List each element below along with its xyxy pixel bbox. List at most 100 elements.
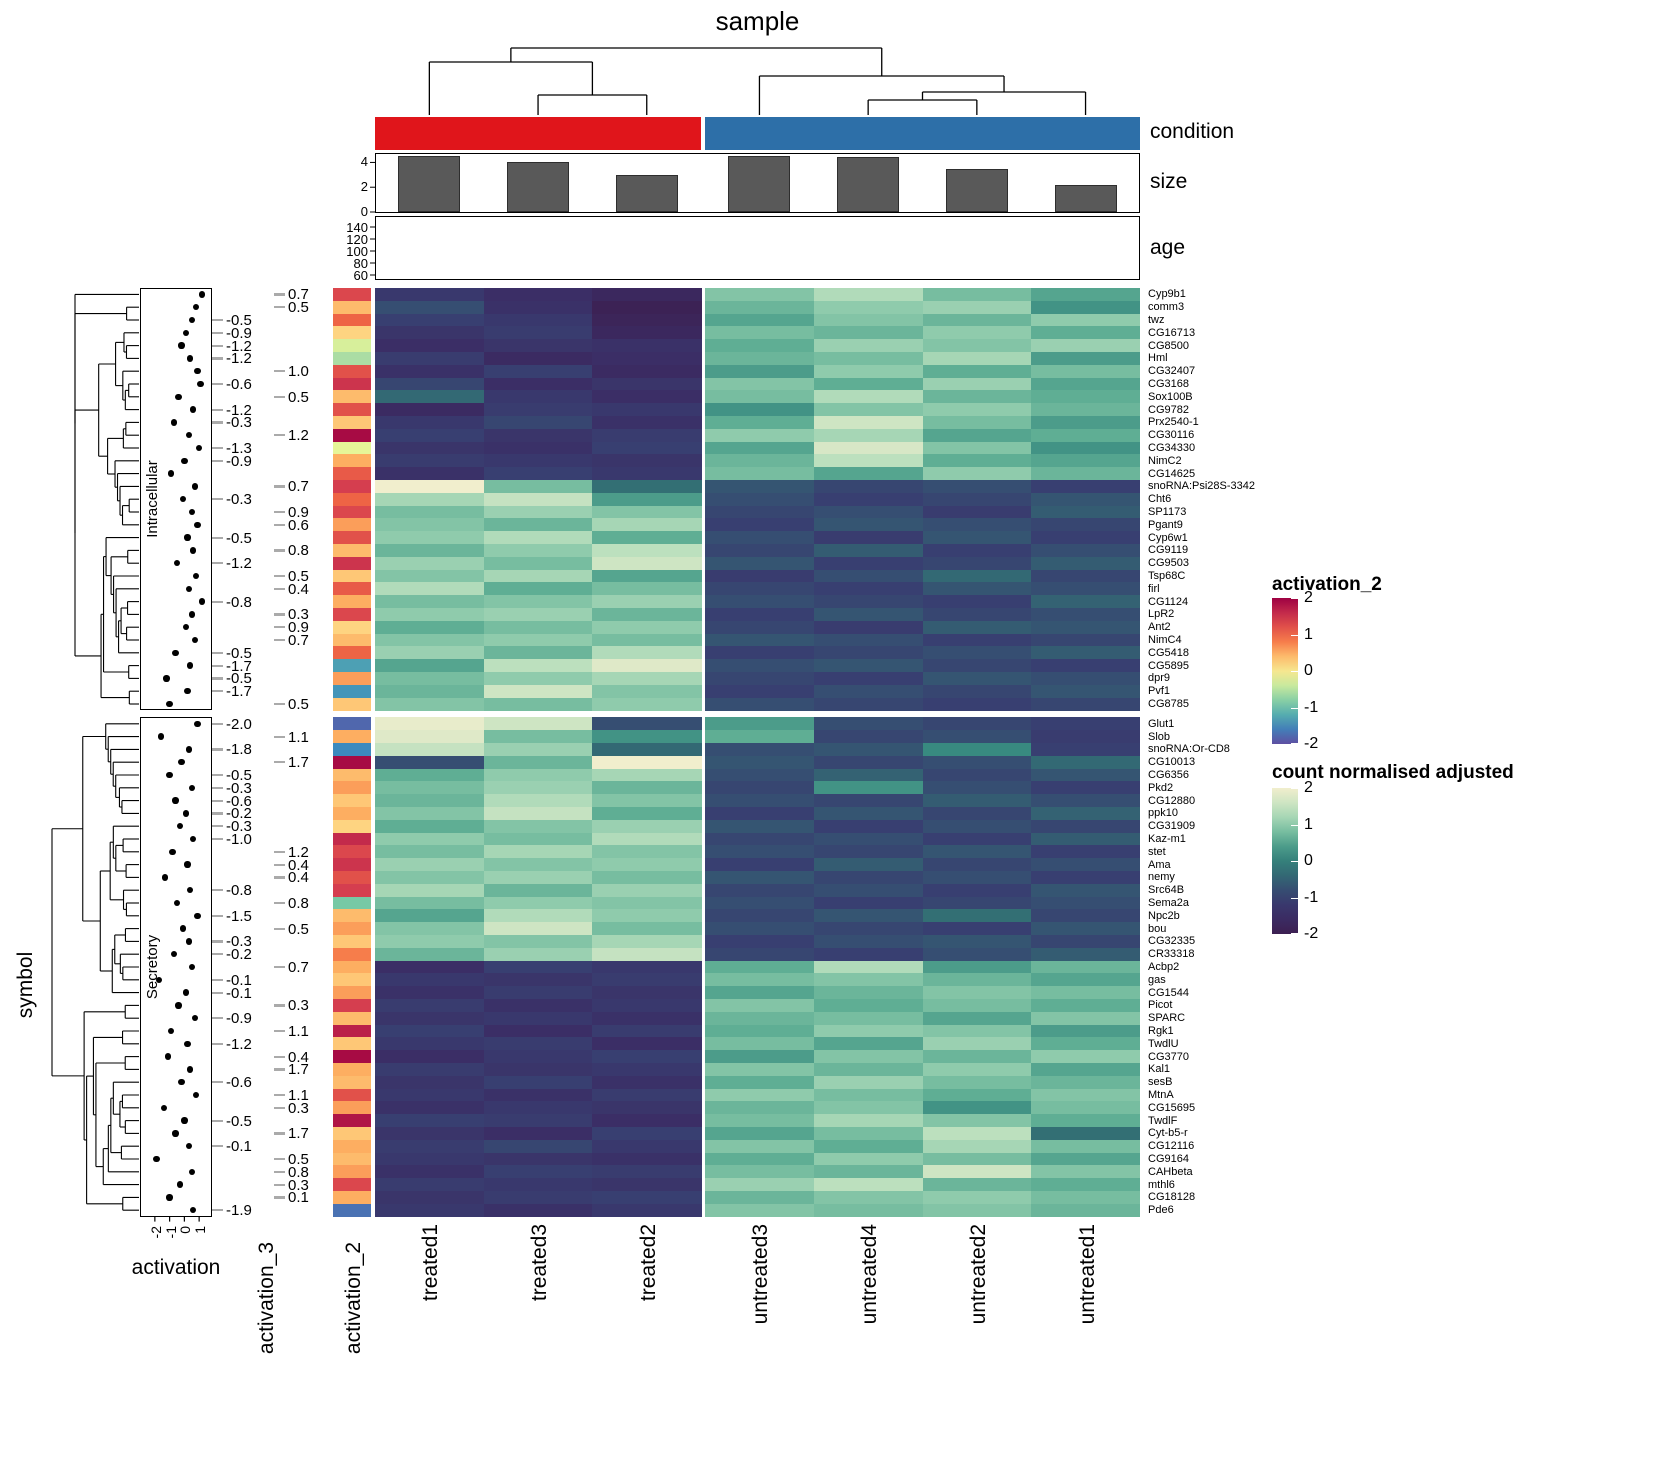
size-bar (837, 157, 900, 212)
heatmap-cell (483, 646, 593, 660)
heatmap-cell (375, 935, 485, 949)
activation3-tickmark (212, 421, 223, 424)
heatmap-cell (375, 480, 485, 494)
gene-label: CG5895 (1148, 659, 1189, 672)
activation2-legend-tick-label: 1 (1304, 625, 1313, 643)
activation-dot (182, 624, 190, 631)
activation2-cell (333, 1191, 371, 1205)
heatmap-cell (813, 999, 923, 1013)
activation3-tickmark (212, 690, 223, 693)
activation3-tickmark (274, 876, 285, 879)
heatmap-cell (592, 672, 702, 686)
heatmap-cell (705, 390, 815, 404)
activation3-tickmark (212, 914, 223, 917)
heatmap-cell (592, 531, 702, 545)
heatmap-cell (592, 467, 702, 481)
heatmap-cell (813, 922, 923, 936)
heatmap-cell (1031, 646, 1141, 660)
heatmap-cell (375, 441, 485, 455)
heatmap-cell (375, 1024, 485, 1038)
heatmap-cell (483, 684, 593, 699)
heatmap-cell (705, 999, 815, 1013)
heatmap-cell (1031, 845, 1141, 859)
heatmap-cell (705, 1203, 815, 1218)
heatmap-cell (483, 909, 593, 923)
heatmap-cell (1031, 556, 1141, 571)
gene-label: Pde6 (1148, 1204, 1174, 1217)
heatmap-cell (813, 544, 923, 558)
activation2-cell (333, 871, 371, 885)
activation2-cell (333, 1127, 371, 1141)
heatmap-cell (592, 288, 702, 302)
activation3-tickmark (274, 485, 285, 488)
heatmap-cell (592, 492, 702, 507)
heatmap-cell (1031, 492, 1141, 507)
heatmap-cell (705, 858, 815, 872)
activation-dot (182, 989, 190, 996)
heatmap-cell (483, 717, 593, 731)
activation3-value: -1.2 (226, 401, 252, 419)
gene-label: SPARC (1148, 1012, 1186, 1025)
activation3-tickmark (274, 1196, 285, 1199)
value-legend-tick-label: 2 (1304, 779, 1313, 796)
heatmap-cell (1031, 505, 1141, 519)
activation-dot (190, 1207, 197, 1214)
heatmap-cell (813, 935, 923, 949)
activation3-value: 1.1 (288, 1023, 309, 1040)
heatmap-cell (1031, 288, 1141, 302)
activation2-cell (333, 544, 371, 558)
gene-label: Cyp6w1 (1148, 531, 1188, 544)
value-legend-tick-label: -1 (1304, 888, 1319, 906)
heatmap-cell (813, 1114, 923, 1128)
activation2-cell (333, 807, 371, 821)
activation-dot (184, 1040, 191, 1047)
gene-label: Prx2540-1 (1148, 416, 1199, 429)
heatmap-cell (1031, 326, 1141, 340)
heatmap-cell (592, 454, 702, 468)
heatmap-cell (1031, 947, 1141, 962)
activation3-value: -1.2 (226, 1035, 252, 1053)
heatmap-cell (1031, 403, 1141, 417)
heatmap-cell (813, 807, 923, 821)
activation3-value: 0.8 (288, 542, 309, 560)
activation3-value: -1.8 (226, 741, 252, 759)
heatmap-cell (1031, 781, 1141, 795)
activation3-tickmark (212, 408, 223, 411)
activation2-legend-tick-label: 0 (1304, 662, 1313, 679)
heatmap-cell (1031, 364, 1141, 379)
heatmap-cell (922, 377, 1032, 391)
heatmap-cell (705, 1101, 815, 1115)
gene-label: CG8785 (1148, 698, 1189, 710)
heatmap-cell (922, 633, 1032, 647)
heatmap-cell (375, 743, 485, 757)
heatmap-cell (1031, 416, 1141, 430)
activation3-tickmark (274, 927, 285, 930)
activation3-tickmark (274, 1094, 285, 1097)
heatmap-cell (705, 556, 815, 571)
heatmap-cell (483, 544, 593, 558)
heatmap-cell (705, 672, 815, 686)
heatmap-cell (483, 467, 593, 481)
heatmap-cell (813, 288, 923, 302)
activation3-value: -0.3 (226, 491, 252, 509)
heatmap-cell (705, 416, 815, 430)
heatmap-cell (1031, 1037, 1141, 1051)
activation2-cell (333, 300, 371, 315)
heatmap-cell (483, 871, 593, 885)
activation3-value: -0.6 (226, 376, 252, 393)
activation2-cell (333, 999, 371, 1013)
activation3-tickmark (274, 523, 285, 526)
heatmap-cell (592, 1024, 702, 1038)
heatmap-cell (813, 1165, 923, 1179)
activation3-tickmark (212, 889, 223, 892)
activation-dot (178, 1079, 185, 1086)
activation-dot (188, 1168, 195, 1175)
activation-dot (191, 636, 198, 644)
activation-dot (166, 700, 173, 708)
row-group-label-intracellular: Intracellular (144, 460, 161, 538)
heatmap-cell (1031, 807, 1141, 821)
heatmap-cell (705, 845, 815, 859)
heatmap-cell (592, 947, 702, 962)
heatmap-cell (483, 807, 593, 821)
heatmap-cell (922, 531, 1032, 545)
